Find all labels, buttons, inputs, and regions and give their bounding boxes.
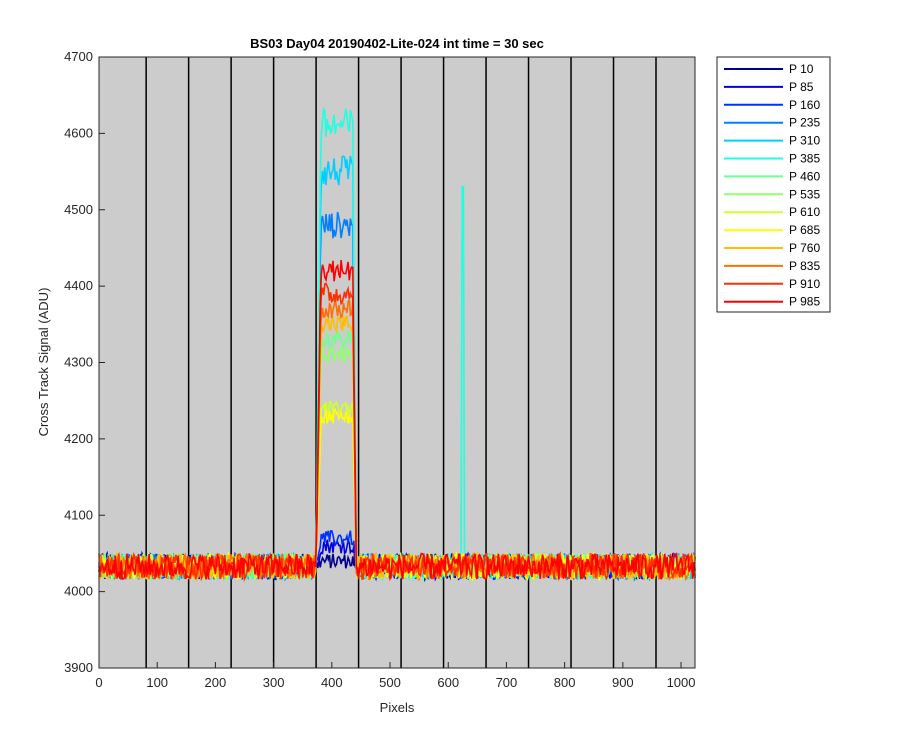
series-lines [98,106,696,583]
x-tick-label: 600 [437,675,459,690]
y-tick-label: 3900 [64,660,93,675]
x-tick-label: 200 [205,675,227,690]
legend-label: P 535 [789,187,820,201]
legend-label: P 85 [789,80,814,94]
y-tick-label: 4300 [64,355,93,370]
legend-label: P 385 [789,152,820,166]
x-tick-label: 500 [379,675,401,690]
legend-label: P 760 [789,241,820,255]
legend-label: P 985 [789,295,820,309]
x-tick-label: 100 [146,675,168,690]
x-tick-label: 900 [612,675,634,690]
y-tick-label: 4500 [64,202,93,217]
y-tick-label: 4200 [64,431,93,446]
y-tick-label: 4100 [64,507,93,522]
series-line [98,260,696,580]
legend-label: P 910 [789,277,820,291]
y-axis: 3900 4000 4100 4200 4300 4400 4500 4600 4700 [64,49,105,675]
legend-label: P 10 [789,62,814,76]
legend-label: P 610 [789,205,820,219]
x-tick-label: 0 [95,675,102,690]
legend-label: P 835 [789,259,820,273]
y-tick-label: 4700 [64,49,93,64]
x-tick-label: 400 [321,675,343,690]
chart-title: BS03 Day04 20190402-Lite-024 int time = … [250,36,544,51]
y-axis-label: Cross Track Signal (ADU) [36,288,51,437]
y-tick-label: 4600 [64,125,93,140]
y-tick-label: 4400 [64,278,93,293]
x-tick-label: 300 [263,675,285,690]
x-axis: 0 100 200 300 400 500 600 700 800 900 1000 [95,662,695,690]
y-tick-label: 4000 [64,584,93,599]
x-tick-label: 700 [496,675,518,690]
legend-label: P 685 [789,223,820,237]
legend-label: P 235 [789,116,820,130]
legend-label: P 160 [789,98,820,112]
legend-box [716,56,831,313]
legend-label: P 310 [789,134,820,148]
x-axis-label: Pixels [380,700,415,715]
legend: P 10 P 85 P 160 P 235 P 310 P 385 P 460 P 535 P … [716,56,831,313]
legend-label: P 460 [789,169,820,183]
x-tick-label: 800 [554,675,576,690]
x-tick-label: 1000 [667,675,696,690]
